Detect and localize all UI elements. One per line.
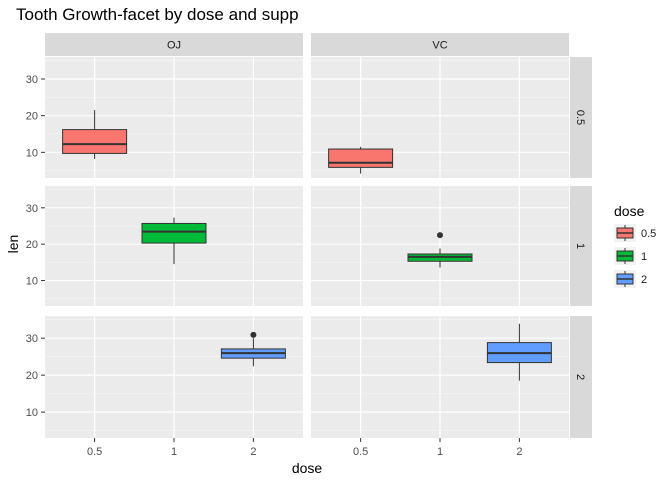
boxplot-vc-0.5: [328, 146, 394, 174]
strip-label-vc: VC: [432, 40, 447, 52]
y-tick-label: 10: [26, 276, 38, 288]
x-tick-label: 1: [437, 446, 443, 458]
legend-title: dose: [614, 203, 645, 219]
legend-label: 2: [641, 274, 647, 286]
strip-background: [570, 57, 592, 178]
strip-label-dose-0.5: 0.5: [574, 110, 586, 125]
box: [328, 148, 394, 168]
facet-strips: OJ VC 0.5 1 2: [45, 33, 592, 438]
boxplot-vc-1: [407, 232, 473, 268]
strip-label-oj: OJ: [167, 40, 181, 52]
y-tick-label: 20: [26, 111, 38, 123]
x-axis-label: dose: [292, 460, 323, 476]
strip-label-dose-1: 1: [574, 243, 586, 249]
outlier-point: [250, 331, 257, 338]
legend: dose 0.5 1 2: [614, 203, 656, 288]
facet-panels: [45, 57, 569, 438]
x-tick-label: 0.5: [353, 446, 368, 458]
outlier-point: [437, 232, 443, 239]
panel-vc-1: [311, 186, 569, 306]
x-tick-label: 0.5: [87, 446, 102, 458]
y-tick-label: 10: [26, 147, 38, 159]
chart-title: Tooth Growth-facet by dose and supp: [16, 5, 299, 24]
strip-background: [570, 186, 592, 306]
y-tick-label: 30: [26, 203, 38, 215]
boxplot-oj-0.5: [62, 110, 128, 159]
legend-label: 0.5: [641, 228, 656, 240]
legend-item-2: 2: [614, 270, 647, 288]
boxplot-oj-2: [220, 331, 286, 367]
y-tick-label: 30: [26, 74, 38, 86]
boxplot-vc-2: [486, 323, 552, 381]
axes: 10 20 30 10 20 30 10 20 30 0.5 1 2 0.5 1 2: [26, 74, 523, 458]
panel-oj-0.5: [45, 57, 303, 178]
legend-item-0.5: 0.5: [614, 224, 656, 242]
y-tick-label: 10: [26, 407, 38, 419]
strip-background: [570, 316, 592, 438]
panel-oj-2: [45, 316, 303, 438]
strip-background: [311, 33, 569, 56]
strip-background: [45, 33, 303, 56]
x-tick-label: 2: [250, 446, 256, 458]
box: [141, 222, 207, 244]
panel-vc-2: [311, 316, 569, 438]
strip-label-dose-2: 2: [574, 374, 586, 380]
boxplot-oj-1: [141, 217, 207, 265]
box: [62, 129, 128, 154]
legend-label: 1: [641, 251, 647, 263]
x-tick-label: 1: [171, 446, 177, 458]
y-tick-label: 20: [26, 370, 38, 382]
y-tick-label: 30: [26, 333, 38, 345]
legend-item-1: 1: [614, 247, 647, 265]
x-tick-label: 2: [516, 446, 522, 458]
y-axis-label: len: [5, 235, 21, 254]
y-tick-label: 20: [26, 239, 38, 251]
